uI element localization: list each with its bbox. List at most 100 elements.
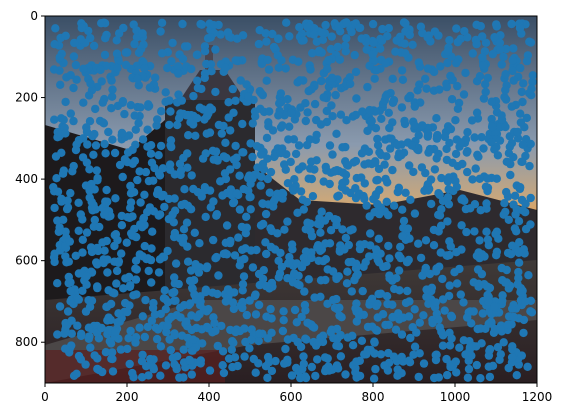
scatter-point [78, 235, 88, 244]
scatter-point [93, 283, 102, 293]
scatter-point [84, 334, 94, 343]
scatter-point [327, 32, 336, 41]
scatter-point [478, 53, 487, 62]
scatter-point [286, 157, 295, 167]
scatter-point [85, 302, 95, 311]
scatter-point [464, 356, 473, 365]
scatter-point [147, 316, 157, 325]
scatter-point [228, 84, 237, 94]
scatter-point [517, 351, 526, 360]
scatter-point [383, 366, 393, 375]
x-tick-label: 400 [198, 390, 221, 404]
scatter-point [50, 257, 59, 267]
scatter-point [118, 97, 128, 106]
scatter-point [97, 19, 106, 28]
scatter-point [341, 41, 350, 50]
scatter-point [472, 20, 481, 29]
scatter-point [56, 80, 65, 90]
scatter-point [357, 34, 366, 43]
scatter-point [446, 242, 455, 251]
scatter-point [459, 90, 469, 99]
scatter-point [91, 141, 101, 150]
scatter-point [129, 291, 138, 300]
scatter-point [290, 269, 299, 278]
scatter-point [352, 94, 361, 103]
scatter-point [316, 228, 325, 237]
scatter-point [262, 133, 272, 143]
scatter-point [404, 356, 414, 365]
scatter-point [290, 175, 299, 184]
scatter-point [129, 188, 139, 197]
scatter-point [295, 76, 305, 85]
scatter-point [477, 133, 486, 142]
scatter-point [362, 350, 371, 359]
scatter-point [64, 278, 73, 288]
scatter-point [231, 96, 240, 106]
scatter-point [506, 250, 516, 259]
scatter-point [298, 195, 307, 204]
scatter-point [113, 63, 122, 73]
scatter-point [175, 234, 185, 243]
scatter-point [245, 296, 254, 305]
scatter-point [419, 311, 428, 320]
scatter-point [472, 342, 481, 351]
scatter-point [294, 57, 303, 66]
scatter-point [108, 135, 117, 144]
scatter-point [325, 141, 335, 150]
scatter-point [114, 309, 123, 318]
scatter-point [381, 135, 390, 144]
scatter-point [219, 249, 228, 259]
scatter-point [453, 104, 463, 114]
scatter-point [500, 199, 509, 208]
scatter-point [61, 321, 71, 331]
scatter-point [163, 63, 172, 73]
scatter-point [138, 29, 147, 38]
scatter-point [342, 116, 351, 125]
scatter-point [104, 127, 113, 137]
scatter-point [55, 223, 64, 232]
scatter-point [205, 128, 215, 137]
scatter-point [357, 149, 367, 158]
scatter-point [526, 193, 535, 203]
scatter-point [50, 249, 59, 258]
scatter-point [182, 218, 192, 227]
scatter-point [290, 305, 300, 315]
scatter-point [206, 60, 216, 69]
scatter-point [438, 274, 447, 284]
scatter-point [385, 254, 394, 263]
scatter-point [499, 338, 508, 347]
scatter-point [133, 74, 142, 84]
scatter-point [472, 39, 481, 49]
scatter-point [416, 253, 426, 263]
scatter-point [518, 286, 527, 295]
scatter-point [319, 93, 328, 102]
scatter-point [157, 192, 167, 201]
scatter-point [294, 141, 304, 150]
scatter-point [347, 287, 356, 296]
scatter-point [398, 232, 407, 241]
scatter-point [208, 288, 217, 297]
scatter-point [350, 275, 359, 285]
scatter-point [283, 179, 293, 188]
scatter-point [501, 85, 510, 95]
scatter-point [259, 266, 268, 275]
scatter-point [218, 347, 228, 356]
scatter-point [300, 287, 309, 296]
scatter-point [487, 138, 496, 147]
scatter-point [248, 152, 257, 162]
scatter-point [507, 19, 516, 29]
scatter-point [144, 100, 153, 109]
scatter-point [134, 48, 144, 57]
scatter-point [293, 337, 302, 347]
scatter-point [519, 315, 529, 325]
scatter-point [261, 238, 270, 247]
x-tick-label: 0 [41, 390, 49, 404]
scatter-point [107, 76, 116, 85]
scatter-point [136, 198, 145, 207]
scatter-point [301, 99, 310, 108]
scatter-point [307, 253, 316, 263]
scatter-point [128, 368, 137, 378]
scatter-point [66, 71, 75, 80]
scatter-point [408, 323, 417, 332]
scatter-point [398, 75, 408, 85]
